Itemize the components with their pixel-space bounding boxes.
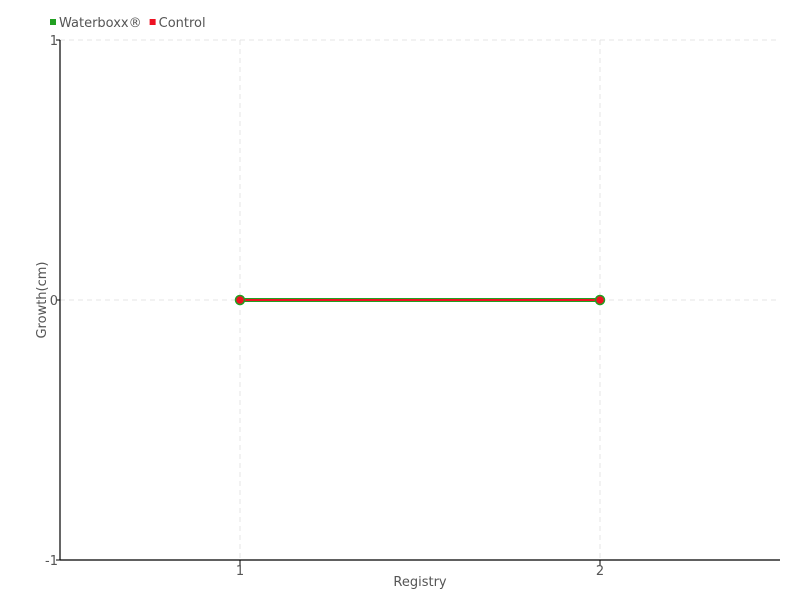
x-tick-label: 1 [236,564,244,579]
x-axis-label: Registry [393,575,447,590]
y-tick-label: 1 [50,34,58,49]
ticks: 1 2 1 0 -1 [45,34,604,579]
y-tick-label: 0 [50,294,58,309]
y-tick-label: -1 [45,554,58,569]
data-point [234,294,246,306]
legend-swatch [50,19,56,25]
data-point [594,294,606,306]
series-layer [234,294,606,306]
legend-swatch [149,19,156,25]
y-axis-label: Growth(cm) [35,261,50,338]
legend-label: Control [159,16,206,31]
x-tick-label: 2 [596,564,604,579]
legend: Waterboxx® Control [50,16,206,31]
legend-label: Waterboxx® [59,16,142,31]
